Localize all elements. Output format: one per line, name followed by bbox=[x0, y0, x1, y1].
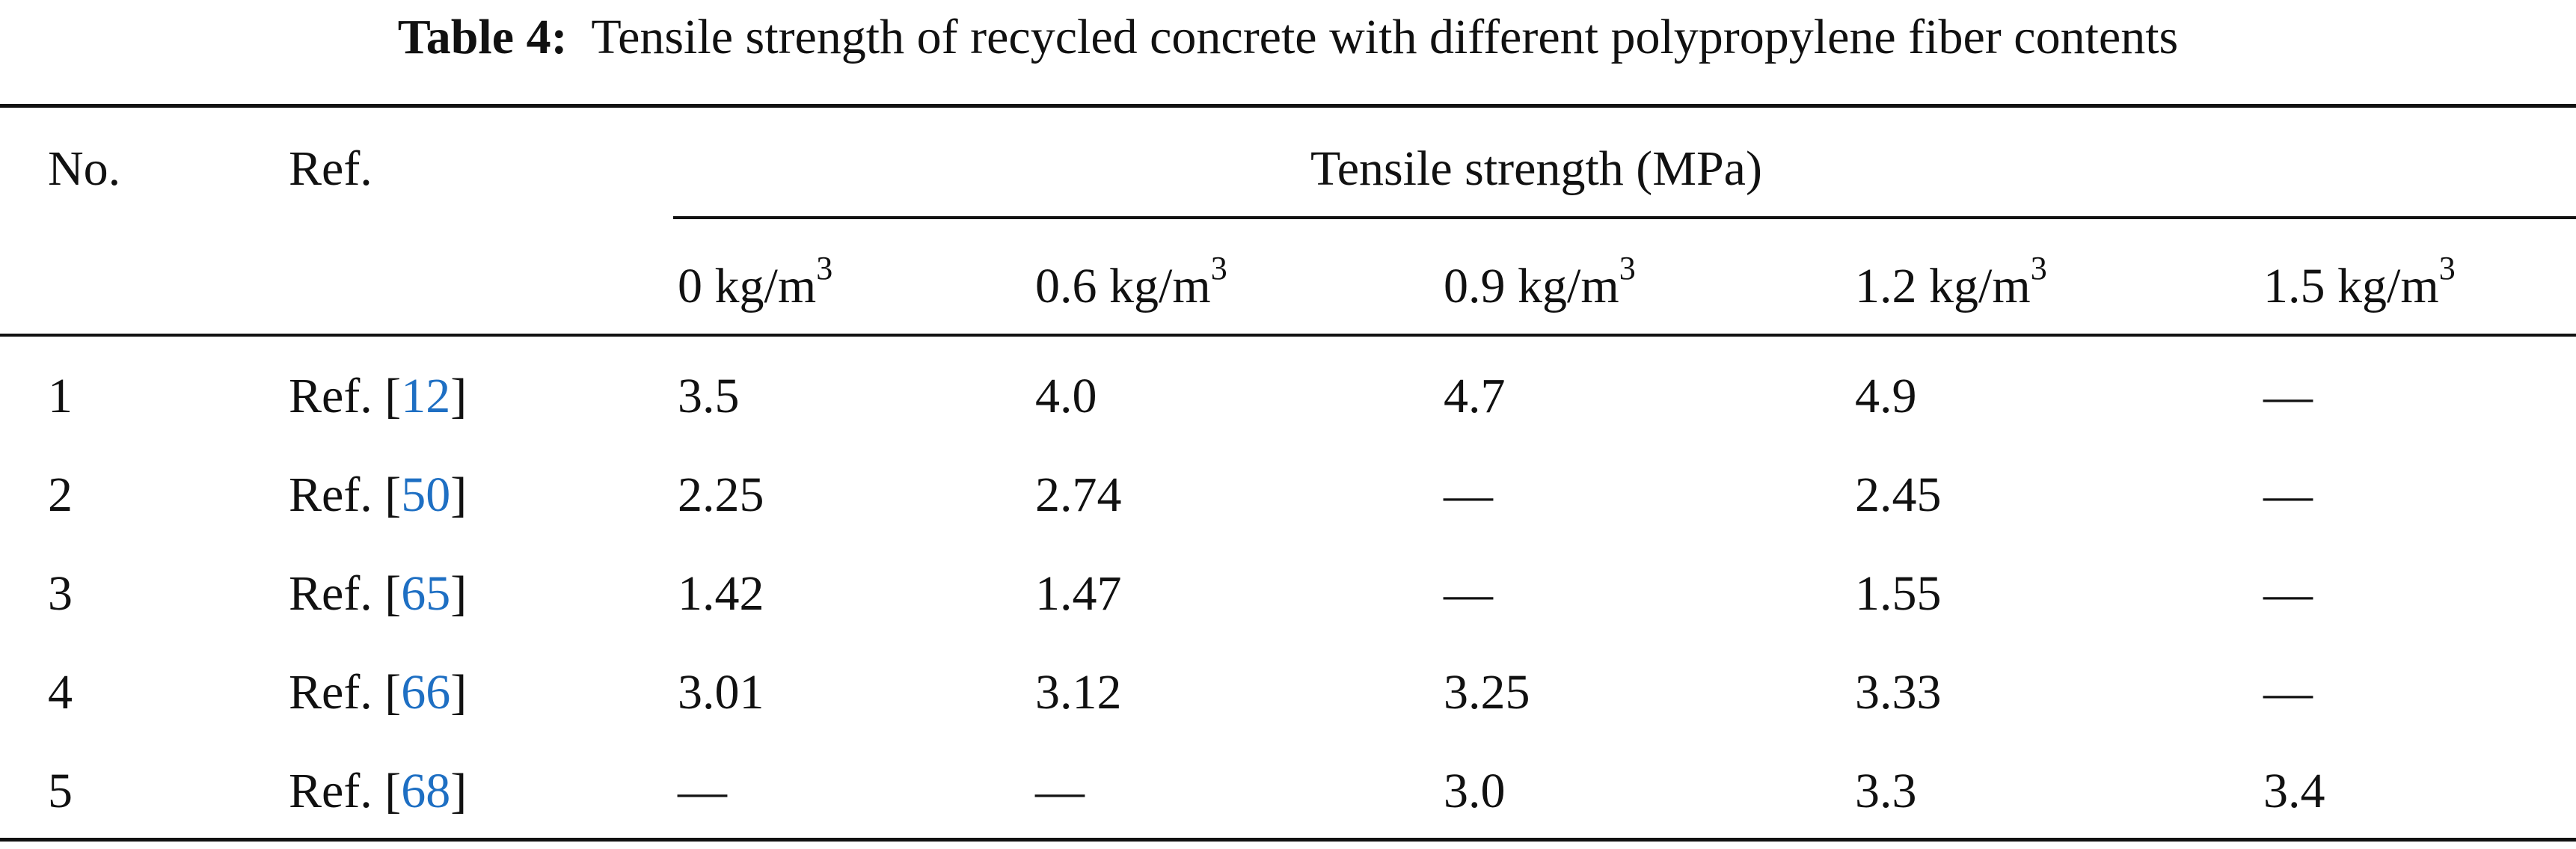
row-4-value-3: 3.33 bbox=[1855, 665, 1942, 720]
reference-link[interactable]: 50 bbox=[401, 468, 451, 522]
row-1-value-2: 4.7 bbox=[1444, 369, 1506, 423]
row-5-value-0: — bbox=[678, 764, 727, 818]
row-3-value-3: 1.55 bbox=[1855, 566, 1942, 621]
row-2-value-0: 2.25 bbox=[678, 468, 764, 522]
row-5-value-1: — bbox=[1035, 764, 1085, 818]
row-4-ref: Ref. [66] bbox=[289, 665, 467, 720]
header-content-0: 0 kg/m3 bbox=[678, 250, 833, 314]
row-2-no: 2 bbox=[48, 468, 73, 522]
row-4-value-1: 3.12 bbox=[1035, 665, 1122, 720]
row-4-no: 4 bbox=[48, 665, 73, 720]
reference-link[interactable]: 66 bbox=[401, 665, 451, 720]
row-3-value-2: — bbox=[1444, 566, 1493, 621]
row-4-value-4: — bbox=[2263, 665, 2313, 720]
group-rule bbox=[673, 216, 2576, 219]
row-5-value-4: 3.4 bbox=[2263, 764, 2325, 818]
row-4-value-2: 3.25 bbox=[1444, 665, 1530, 720]
row-3-no: 3 bbox=[48, 566, 73, 621]
row-1-value-0: 3.5 bbox=[678, 369, 740, 423]
row-3-value-4: — bbox=[2263, 566, 2313, 621]
header-no: No. bbox=[48, 141, 121, 196]
header-ref: Ref. bbox=[289, 141, 372, 196]
reference-link[interactable]: 65 bbox=[401, 566, 451, 621]
table-label: Table 4: bbox=[397, 10, 568, 64]
header-content-4: 1.5 kg/m3 bbox=[2263, 250, 2456, 314]
row-3-ref: Ref. [65] bbox=[289, 566, 467, 621]
header-rule bbox=[0, 334, 2576, 337]
header-content-3: 1.2 kg/m3 bbox=[1855, 250, 2047, 314]
row-1-value-3: 4.9 bbox=[1855, 369, 1917, 423]
row-5-value-3: 3.3 bbox=[1855, 764, 1917, 818]
row-1-value-4: — bbox=[2263, 369, 2313, 423]
reference-link[interactable]: 68 bbox=[401, 764, 451, 818]
row-1-value-1: 4.0 bbox=[1035, 369, 1097, 423]
header-group-tensile-strength: Tensile strength (MPa) bbox=[1310, 141, 1762, 196]
header-content-1: 0.6 kg/m3 bbox=[1035, 250, 1227, 314]
row-2-value-2: — bbox=[1444, 468, 1493, 522]
row-1-ref: Ref. [12] bbox=[289, 369, 467, 423]
row-5-no: 5 bbox=[48, 764, 73, 818]
bottom-rule bbox=[0, 838, 2576, 842]
row-2-value-3: 2.45 bbox=[1855, 468, 1942, 522]
table-caption: Table 4: Tensile strength of recycled co… bbox=[0, 7, 2576, 67]
row-5-ref: Ref. [68] bbox=[289, 764, 467, 818]
row-5-value-2: 3.0 bbox=[1444, 764, 1506, 818]
row-4-value-0: 3.01 bbox=[678, 665, 764, 720]
row-2-ref: Ref. [50] bbox=[289, 468, 467, 522]
row-2-value-1: 2.74 bbox=[1035, 468, 1122, 522]
reference-link[interactable]: 12 bbox=[401, 369, 451, 423]
top-rule bbox=[0, 104, 2576, 108]
row-1-no: 1 bbox=[48, 369, 73, 423]
row-2-value-4: — bbox=[2263, 468, 2313, 522]
table-title: Tensile strength of recycled concrete wi… bbox=[591, 10, 2179, 64]
row-3-value-1: 1.47 bbox=[1035, 566, 1122, 621]
row-3-value-0: 1.42 bbox=[678, 566, 764, 621]
header-content-2: 0.9 kg/m3 bbox=[1444, 250, 1636, 314]
